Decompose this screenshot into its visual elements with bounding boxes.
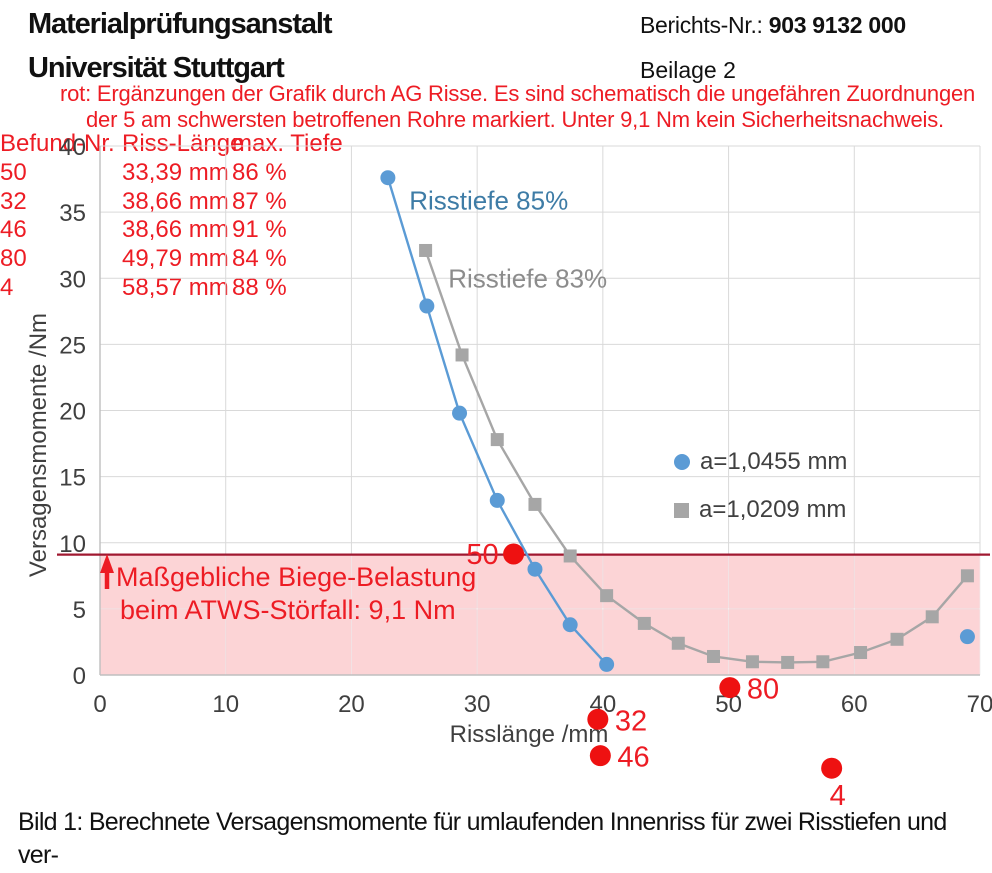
- data-point-circle: [380, 170, 396, 186]
- x-tick-label: 60: [841, 691, 868, 718]
- data-point-circle: [419, 298, 435, 314]
- data-point-circle: [599, 656, 615, 672]
- threshold-text-line2: beim ATWS-Störfall: 9,1 Nm: [120, 595, 456, 625]
- x-tick-label: 20: [338, 691, 365, 718]
- data-point-square: [706, 649, 720, 663]
- data-point-circle: [562, 617, 578, 633]
- series-annotation: Risstiefe 85%: [409, 185, 568, 215]
- legend-square-marker-icon: [674, 502, 689, 518]
- befund-cell: 38,66 mm: [122, 216, 229, 244]
- befund-cell: 4: [0, 273, 14, 301]
- x-tick-label: 30: [464, 691, 491, 718]
- chart-canvas: 0 10 20 30 40 50 60 700510152025303540Risslänge…: [25, 134, 992, 812]
- befund-cell: 38,66 mm: [122, 187, 229, 215]
- legend-label: a=1,0209 mm: [699, 496, 847, 523]
- befund-marker-label: 46: [617, 742, 649, 774]
- x-axis-title: Risslänge /mm: [450, 721, 609, 748]
- data-point-square: [925, 610, 939, 624]
- befund-marker-label: 80: [747, 674, 779, 706]
- data-point-circle: [489, 492, 505, 508]
- data-point-square: [563, 549, 577, 563]
- data-point-square: [854, 646, 868, 660]
- y-tick-label: 15: [59, 465, 86, 492]
- befund-cell: 80: [0, 245, 27, 273]
- befund-cell: 46: [0, 216, 27, 244]
- legend-circle-marker-icon: [674, 454, 690, 470]
- befund-cell: 33,39 mm: [122, 158, 229, 186]
- befund-cell: 49,79 mm: [122, 245, 229, 273]
- befund-cell: 50: [0, 158, 27, 186]
- data-point-square: [455, 348, 469, 362]
- data-point-square: [745, 655, 759, 669]
- data-point-square: [490, 433, 504, 447]
- befund-marker: [503, 543, 525, 565]
- x-tick-label: 70: [967, 691, 992, 718]
- figure-caption-line1: Bild 1: Berechnete Versagensmomente für …: [18, 808, 947, 869]
- befund-cell: 32: [0, 187, 27, 215]
- befund-table: Befund-Nr. Riss-Länge max. Tiefe 50 33,3…: [0, 130, 992, 303]
- data-point-circle: [452, 405, 468, 421]
- figure-caption: Bild 1: Berechnete Versagensmomente für …: [18, 806, 992, 873]
- befund-cell: 87 %: [232, 187, 287, 215]
- y-tick-label: 30: [59, 266, 86, 293]
- befund-cell: 91 %: [232, 216, 287, 244]
- befund-marker: [719, 677, 741, 699]
- red-annotation-line1: rot: Ergänzungen der Grafik durch AG Ris…: [60, 81, 976, 106]
- data-point-square: [671, 636, 685, 650]
- x-tick-label: 10: [212, 691, 239, 718]
- chart-area: 0 10 20 30 40 50 60 70 0 5 10 15 20 25 30 35 40 Risslänge…: [0, 130, 992, 822]
- y-tick-label: 0: [73, 663, 86, 690]
- threshold-arrow-head: [100, 554, 114, 573]
- report-number-value: 903 9132 000: [768, 12, 906, 38]
- y-tick-label: 25: [59, 332, 86, 359]
- y-tick-label: 5: [73, 597, 86, 624]
- befund-col-header: Befund-Nr.: [0, 130, 115, 157]
- y-tick-label: 20: [59, 399, 86, 426]
- series-annotation: Risstiefe 83%: [448, 264, 607, 294]
- befund-marker-label: 32: [615, 705, 647, 737]
- org-name-line2: Universität Stuttgart: [28, 52, 285, 84]
- data-point-square: [890, 632, 904, 646]
- befund-marker: [821, 757, 843, 779]
- y-tick-label: 10: [59, 531, 86, 558]
- befund-marker-label: 50: [466, 539, 498, 571]
- org-name-line1: Materialprüfungsanstalt: [28, 8, 333, 40]
- report-number-label: Berichts-Nr.:: [640, 12, 769, 38]
- y-tick-label: 35: [59, 200, 86, 227]
- red-annotation-line2: der 5 am schwersten betroffenen Rohre ma…: [86, 107, 944, 132]
- data-point-square: [637, 616, 651, 630]
- befund-marker: [587, 708, 609, 730]
- data-point-square: [600, 589, 614, 603]
- befund-cell: 84 %: [232, 245, 287, 273]
- data-point-square: [528, 497, 542, 511]
- data-point-square: [816, 655, 830, 669]
- data-point-square: [960, 569, 974, 583]
- data-point-square: [419, 243, 433, 257]
- befund-col-header: Riss-Länge: [122, 130, 244, 157]
- y-axis-title: Versagensmomente /Nm: [25, 313, 52, 577]
- threshold-text-line1: Maßgebliche Biege-Belastung: [116, 562, 476, 592]
- y-tick-label: 40: [59, 134, 86, 161]
- legend-item-gray: a=1,0209 mm: [674, 496, 846, 524]
- data-point-circle: [527, 561, 543, 577]
- data-point-circle: [959, 629, 975, 645]
- x-tick-label: 0: [93, 691, 106, 718]
- befund-marker-label: 4: [830, 780, 846, 812]
- series-line: [424, 250, 969, 664]
- legend-item-blue: a=1,0455 mm: [674, 448, 847, 476]
- report-number: Berichts-Nr.: 903 9132 000: [640, 12, 906, 39]
- befund-marker: [589, 745, 611, 767]
- data-point-square: [781, 655, 795, 669]
- befund-cell: 86 %: [232, 158, 287, 186]
- legend-label: a=1,0455 mm: [700, 448, 848, 475]
- attachment-label: Beilage 2: [640, 57, 736, 83]
